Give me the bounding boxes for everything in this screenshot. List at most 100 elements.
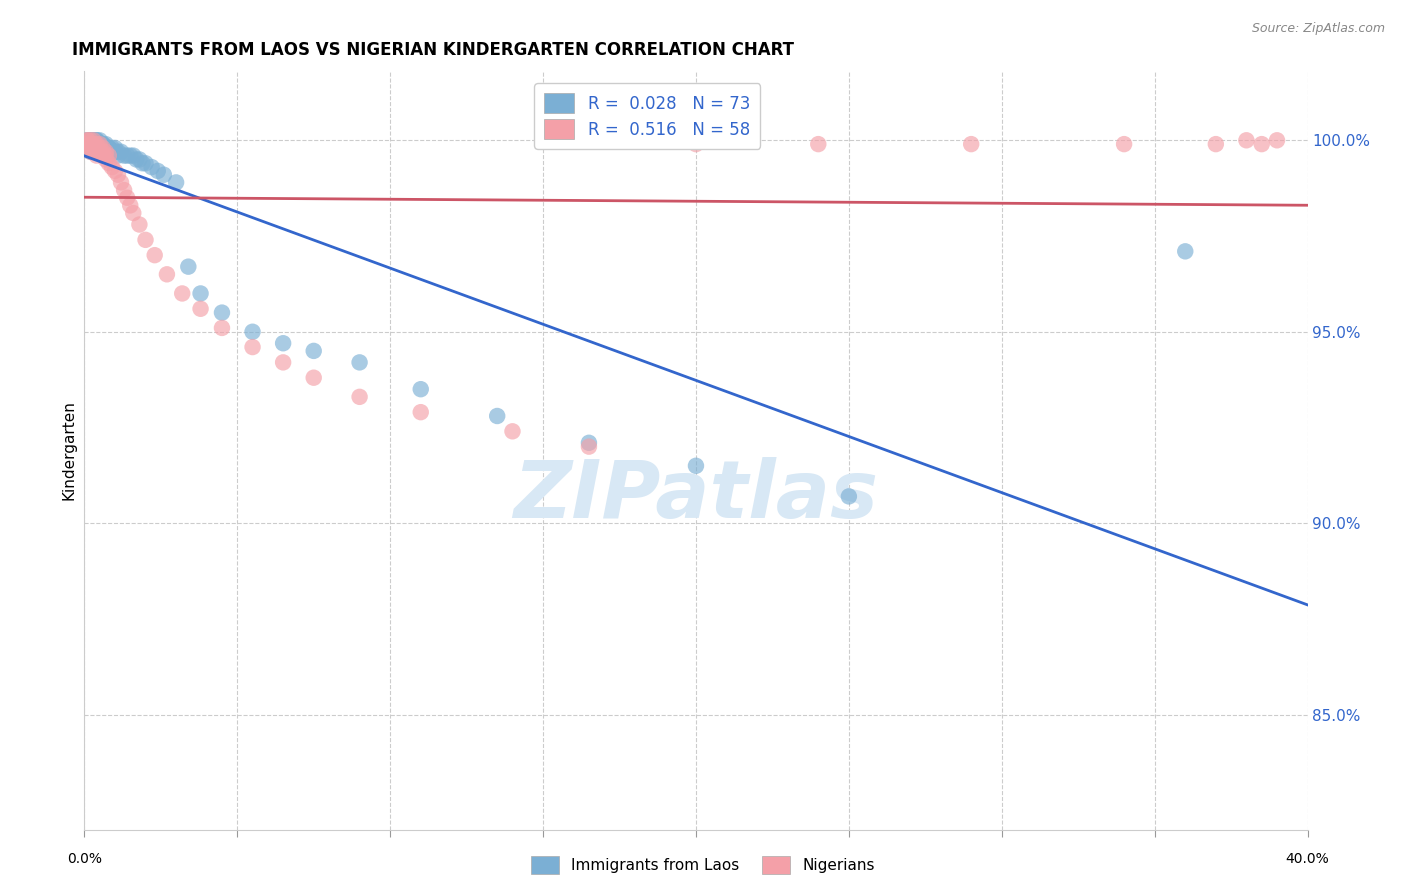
Point bbox=[89, 145, 111, 159]
Point bbox=[211, 305, 233, 319]
Point bbox=[578, 440, 600, 454]
Point bbox=[91, 148, 114, 162]
Point bbox=[94, 141, 117, 155]
Point bbox=[97, 156, 120, 170]
Point bbox=[128, 153, 150, 167]
Point bbox=[578, 435, 600, 450]
Point bbox=[122, 148, 145, 162]
Point bbox=[190, 301, 212, 316]
Point bbox=[89, 137, 111, 152]
Point bbox=[86, 141, 108, 155]
Y-axis label: Kindergarten: Kindergarten bbox=[60, 401, 76, 500]
Point bbox=[91, 145, 114, 159]
Point bbox=[79, 145, 101, 159]
Point bbox=[86, 133, 108, 147]
Point bbox=[960, 137, 983, 152]
Point bbox=[302, 370, 325, 384]
Point bbox=[104, 141, 127, 155]
Point bbox=[89, 133, 111, 147]
Point bbox=[91, 137, 114, 152]
Point bbox=[76, 133, 98, 147]
Point bbox=[83, 145, 105, 159]
Point bbox=[271, 336, 294, 351]
Point bbox=[97, 145, 120, 159]
Point bbox=[86, 145, 108, 159]
Legend: R =  0.028   N = 73, R =  0.516   N = 58: R = 0.028 N = 73, R = 0.516 N = 58 bbox=[534, 84, 759, 149]
Point bbox=[172, 286, 194, 301]
Point bbox=[177, 260, 200, 274]
Point bbox=[1205, 137, 1227, 152]
Point bbox=[79, 137, 101, 152]
Point bbox=[120, 148, 142, 162]
Point bbox=[94, 153, 117, 167]
Point bbox=[76, 133, 98, 147]
Point bbox=[153, 168, 176, 182]
Point bbox=[685, 137, 707, 152]
Point bbox=[86, 145, 108, 159]
Legend: Immigrants from Laos, Nigerians: Immigrants from Laos, Nigerians bbox=[526, 850, 880, 880]
Point bbox=[79, 133, 101, 147]
Point bbox=[101, 141, 124, 155]
Point bbox=[79, 145, 101, 159]
Point bbox=[104, 145, 127, 159]
Point bbox=[97, 148, 120, 162]
Point bbox=[91, 141, 114, 155]
Point bbox=[156, 268, 179, 282]
Point bbox=[349, 390, 371, 404]
Point bbox=[131, 156, 153, 170]
Point bbox=[165, 175, 187, 189]
Point bbox=[143, 248, 166, 262]
Point bbox=[125, 153, 148, 167]
Point bbox=[271, 355, 294, 369]
Point bbox=[409, 405, 432, 419]
Point bbox=[89, 141, 111, 155]
Point bbox=[107, 168, 129, 182]
Point bbox=[101, 160, 124, 174]
Point bbox=[79, 137, 101, 152]
Point bbox=[76, 141, 98, 155]
Point bbox=[83, 141, 105, 155]
Point bbox=[86, 133, 108, 147]
Point bbox=[146, 164, 169, 178]
Point bbox=[83, 133, 105, 147]
Point bbox=[76, 137, 98, 152]
Point bbox=[112, 183, 135, 197]
Point bbox=[83, 141, 105, 155]
Point bbox=[83, 137, 105, 152]
Text: IMMIGRANTS FROM LAOS VS NIGERIAN KINDERGARTEN CORRELATION CHART: IMMIGRANTS FROM LAOS VS NIGERIAN KINDERG… bbox=[72, 41, 794, 59]
Point bbox=[409, 382, 432, 396]
Point bbox=[94, 137, 117, 152]
Point bbox=[76, 141, 98, 155]
Point bbox=[94, 141, 117, 155]
Point bbox=[89, 145, 111, 159]
Point bbox=[94, 145, 117, 159]
Point bbox=[76, 133, 98, 147]
Point bbox=[94, 145, 117, 159]
Point bbox=[1250, 137, 1272, 152]
Point bbox=[349, 355, 371, 369]
Point bbox=[86, 141, 108, 155]
Point bbox=[83, 137, 105, 152]
Point bbox=[685, 458, 707, 473]
Point bbox=[141, 160, 163, 174]
Point bbox=[242, 325, 264, 339]
Text: 0.0%: 0.0% bbox=[67, 853, 101, 866]
Point bbox=[86, 137, 108, 152]
Point bbox=[502, 425, 524, 439]
Point bbox=[115, 191, 138, 205]
Point bbox=[1174, 244, 1197, 259]
Point bbox=[76, 133, 98, 147]
Point bbox=[110, 175, 132, 189]
Point bbox=[135, 233, 157, 247]
Point bbox=[211, 321, 233, 335]
Point bbox=[242, 340, 264, 354]
Point bbox=[486, 409, 509, 423]
Point bbox=[110, 145, 132, 159]
Point bbox=[83, 141, 105, 155]
Point bbox=[76, 137, 98, 152]
Point bbox=[807, 137, 830, 152]
Point bbox=[91, 145, 114, 159]
Point bbox=[89, 145, 111, 159]
Point bbox=[91, 137, 114, 152]
Point bbox=[83, 137, 105, 152]
